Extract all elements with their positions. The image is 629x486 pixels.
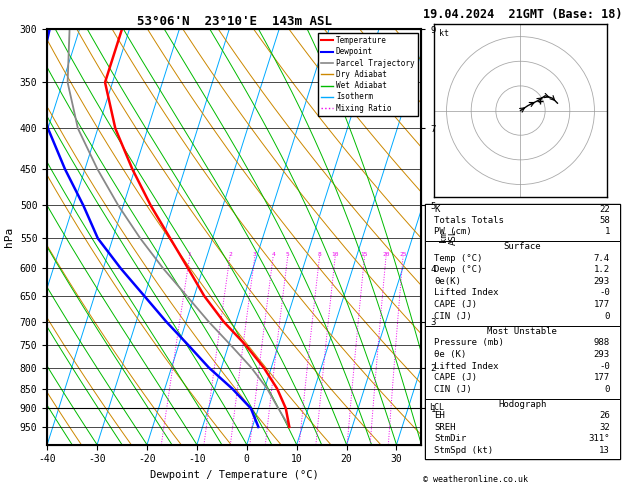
Text: CIN (J): CIN (J) [435,385,472,394]
Text: 4: 4 [271,252,275,257]
Text: 988: 988 [594,338,610,347]
Text: Lifted Index: Lifted Index [435,362,499,371]
Text: 2: 2 [228,252,231,257]
Text: CAPE (J): CAPE (J) [435,300,477,309]
Text: SREH: SREH [435,423,456,432]
Text: θe (K): θe (K) [435,350,467,359]
Text: StmSpd (kt): StmSpd (kt) [435,446,493,454]
Text: Temp (°C): Temp (°C) [435,254,482,262]
Text: Lifted Index: Lifted Index [435,289,499,297]
Text: Hodograph: Hodograph [498,400,546,409]
Text: 1: 1 [188,252,191,257]
Text: 311°: 311° [588,434,610,443]
Title: 53°06'N  23°10'E  143m ASL: 53°06'N 23°10'E 143m ASL [136,15,332,28]
Bar [425,241,620,326]
Text: EH: EH [435,411,445,420]
Text: 293: 293 [594,277,610,286]
Text: 177: 177 [594,373,610,382]
Text: 10: 10 [331,252,339,257]
Text: 177: 177 [594,300,610,309]
Bar [425,399,620,459]
Bar [425,204,620,241]
Y-axis label: hPa: hPa [4,227,14,247]
Text: PW (cm): PW (cm) [435,227,472,236]
Text: 8: 8 [318,252,321,257]
Text: Most Unstable: Most Unstable [487,327,557,336]
Text: 19.04.2024  21GMT (Base: 18): 19.04.2024 21GMT (Base: 18) [423,8,622,21]
Text: StmDir: StmDir [435,434,467,443]
Text: CAPE (J): CAPE (J) [435,373,477,382]
Text: 0: 0 [604,385,610,394]
Text: Surface: Surface [503,242,541,251]
X-axis label: Dewpoint / Temperature (°C): Dewpoint / Temperature (°C) [150,470,319,480]
Text: 7.4: 7.4 [594,254,610,262]
Text: 3: 3 [253,252,257,257]
Text: Totals Totals: Totals Totals [435,216,504,225]
Text: Pressure (mb): Pressure (mb) [435,338,504,347]
Text: θe(K): θe(K) [435,277,461,286]
Text: Dewp (°C): Dewp (°C) [435,265,482,274]
Bar [425,326,620,399]
Text: 0: 0 [604,312,610,321]
Text: 1: 1 [604,227,610,236]
Text: LCL: LCL [429,403,444,412]
Text: CIN (J): CIN (J) [435,312,472,321]
Text: K: K [435,205,440,214]
Y-axis label: km
ASL: km ASL [438,229,458,245]
Text: 15: 15 [361,252,368,257]
Text: kt: kt [440,30,449,38]
Text: -0: -0 [599,362,610,371]
Text: 32: 32 [599,423,610,432]
Legend: Temperature, Dewpoint, Parcel Trajectory, Dry Adiabat, Wet Adiabat, Isotherm, Mi: Temperature, Dewpoint, Parcel Trajectory… [318,33,418,116]
Text: 20: 20 [382,252,390,257]
Text: 293: 293 [594,350,610,359]
Text: 26: 26 [599,411,610,420]
Text: 22: 22 [599,205,610,214]
Text: -0: -0 [599,289,610,297]
Text: © weatheronline.co.uk: © weatheronline.co.uk [423,475,528,484]
Text: 5: 5 [286,252,289,257]
Text: 13: 13 [599,446,610,454]
Text: 1.2: 1.2 [594,265,610,274]
Text: 58: 58 [599,216,610,225]
Text: 25: 25 [399,252,407,257]
